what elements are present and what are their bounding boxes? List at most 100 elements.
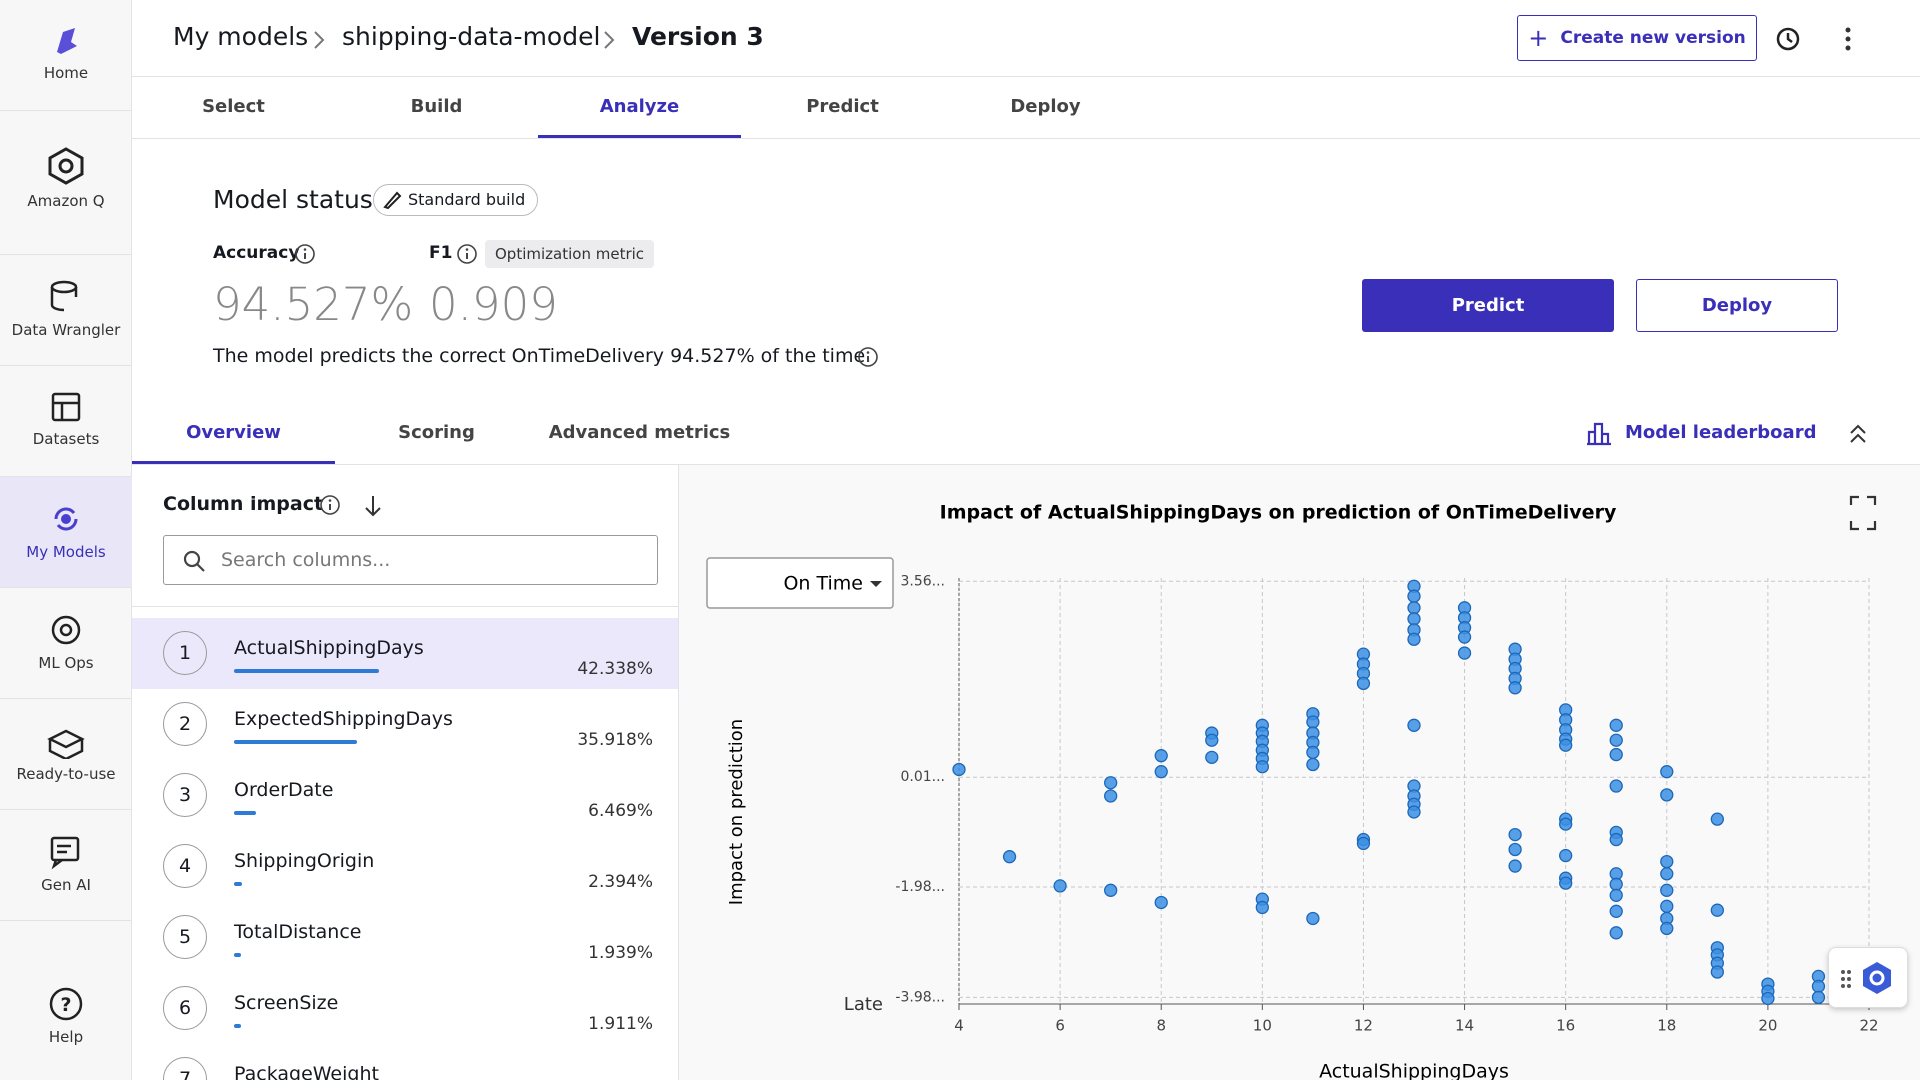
search-icon — [183, 550, 205, 572]
x-tick-label: 18 — [1657, 1017, 1676, 1035]
search-input[interactable]: Search columns... — [163, 535, 658, 585]
point — [1660, 921, 1674, 936]
x-tick-label: 10 — [1253, 1017, 1272, 1035]
nav-home[interactable]: Home — [0, 0, 132, 111]
column-name: ExpectedShippingDays — [234, 708, 453, 730]
nav-datasets[interactable]: Datasets — [0, 366, 132, 477]
nav-label: Datasets — [32, 430, 100, 448]
impact-bar — [234, 669, 379, 673]
nav-ml-ops[interactable]: ML Ops — [0, 588, 132, 699]
impact-bar — [234, 953, 241, 957]
point — [1457, 630, 1472, 644]
predict-button[interactable]: Predict — [1362, 279, 1614, 332]
y-tick-label: 0.01... — [900, 769, 945, 785]
point — [1660, 854, 1674, 869]
expand-icon[interactable] — [1849, 495, 1877, 531]
point — [1255, 900, 1269, 915]
tab-active[interactable]: Analyze — [599, 96, 680, 117]
tab[interactable]: Deploy — [1010, 96, 1081, 117]
nav-label: Data Wrangler — [11, 321, 121, 339]
class-dropdown[interactable] — [706, 557, 894, 609]
nav-ready-to-use[interactable]: Ready-to-use — [0, 699, 132, 810]
tag: Optimization metric — [485, 240, 655, 268]
point — [1104, 883, 1118, 897]
x-axis-label: ActualShippingDays — [1319, 1061, 1509, 1080]
column-row[interactable]: 2 ExpectedShippingDays 35.918% — [132, 689, 678, 760]
point — [1053, 879, 1067, 893]
icon — [57, 28, 77, 54]
tab[interactable]: Build — [410, 96, 463, 117]
y-axis-label: Impact on prediction — [726, 719, 747, 905]
tab[interactable]: Select — [202, 96, 265, 117]
divider — [132, 606, 678, 607]
column-row[interactable]: 7 PackageWeight — [132, 1044, 678, 1080]
column-row[interactable]: 5 TotalDistance 1.939% — [132, 902, 678, 973]
divider — [132, 138, 1920, 139]
icon — [50, 280, 78, 312]
divider — [678, 465, 679, 1080]
history-icon[interactable] — [1773, 24, 1803, 54]
tab[interactable]: Predict — [806, 96, 879, 117]
rank: 7 — [163, 1057, 207, 1080]
info-icon[interactable] — [294, 243, 316, 265]
nav-data-wrangler[interactable]: Data Wrangler — [0, 255, 132, 366]
collapse-icon[interactable] — [1848, 423, 1868, 445]
point — [1508, 859, 1522, 873]
section-title: Model status — [213, 185, 373, 214]
icon — [47, 729, 85, 759]
column-row[interactable]: 3 OrderDate 6.469% — [132, 760, 678, 831]
assistant-widget[interactable] — [1828, 947, 1908, 1008]
leaderboard-icon — [1587, 422, 1611, 446]
nav-label: Gen AI — [41, 876, 91, 894]
impact-label: 35.918% — [577, 730, 653, 750]
point — [952, 762, 966, 777]
info-icon[interactable] — [857, 346, 879, 368]
point — [1609, 779, 1623, 793]
x-tick-label: 22 — [1859, 1017, 1878, 1035]
icon — [48, 147, 84, 185]
nav-label: My Models — [26, 543, 106, 561]
info-icon[interactable] — [319, 494, 341, 516]
subtab[interactable]: Scoring — [398, 422, 475, 443]
metric-name: F1 — [429, 243, 453, 263]
point — [1508, 842, 1522, 857]
point — [1306, 745, 1320, 760]
nav-my-models[interactable]: My Models — [0, 477, 132, 588]
metric-value: 94.527% — [213, 278, 414, 331]
nav-gen-ai[interactable]: Gen AI — [0, 810, 132, 921]
point — [1609, 888, 1623, 902]
column-row[interactable]: 6 ScreenSize 1.911% — [132, 973, 678, 1044]
point — [1609, 733, 1623, 747]
point — [1761, 991, 1775, 1006]
breadcrumb-link[interactable]: My models — [173, 22, 309, 51]
nav-amazon-q[interactable]: Amazon Q — [0, 122, 132, 255]
column-row[interactable]: 4 ShippingOrigin 2.394% — [132, 831, 678, 902]
info-icon[interactable] — [456, 243, 478, 265]
point — [1154, 895, 1168, 910]
nav-help[interactable]: ? Help — [0, 962, 132, 1073]
impact-bar — [234, 882, 243, 886]
more-menu[interactable] — [1838, 26, 1858, 54]
header — [132, 0, 1920, 77]
y-tick-label: 3.56... — [900, 573, 945, 589]
create-version-button[interactable]: + Create new version — [1517, 15, 1757, 61]
dropdown-caret — [870, 581, 882, 587]
subtab[interactable]: Advanced metrics — [548, 422, 731, 443]
sort-icon[interactable] — [362, 494, 384, 518]
breadcrumb-current: Version 3 — [632, 22, 764, 51]
tab-indicator — [538, 135, 741, 138]
nav-label: Amazon Q — [27, 192, 105, 210]
y-tick-label: -1.98... — [895, 879, 945, 895]
leaderboard-link[interactable]: Model leaderboard — [1625, 422, 1817, 443]
nav-label: Ready-to-use — [16, 765, 116, 783]
subtab-active[interactable]: Overview — [132, 422, 335, 443]
icon — [54, 507, 78, 531]
column-row[interactable]: 1 ActualShippingDays 42.338% — [132, 618, 678, 689]
deploy-button[interactable]: Deploy — [1636, 279, 1838, 332]
column-name: OrderDate — [234, 779, 334, 801]
point — [1306, 911, 1320, 926]
column-name: ShippingOrigin — [234, 850, 375, 872]
column-list: 1 ActualShippingDays 42.338% 2 ExpectedShipp… — [0, 607, 678, 1080]
breadcrumb-link[interactable]: shipping-data-model — [342, 22, 601, 51]
point — [1306, 715, 1320, 729]
